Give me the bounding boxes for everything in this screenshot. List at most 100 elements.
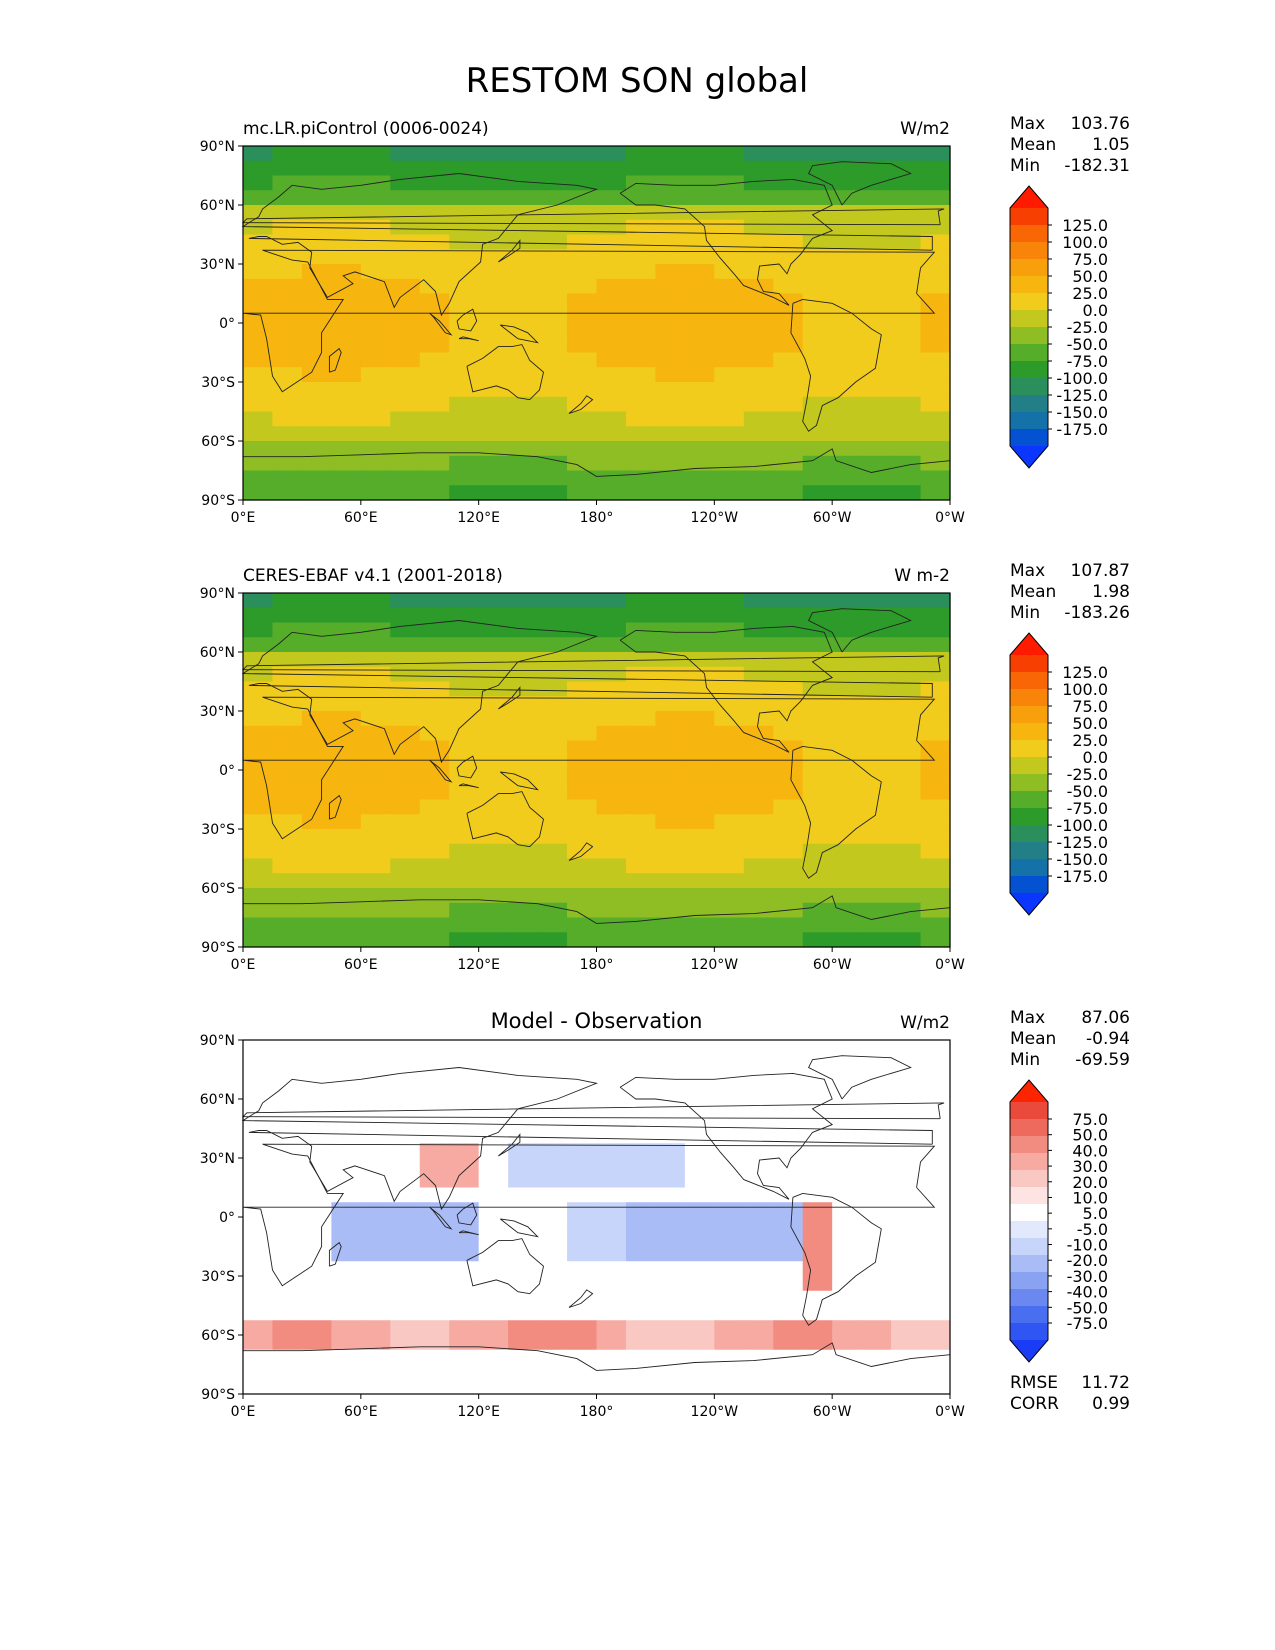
field-cell [684,681,715,697]
field-cell [390,681,421,697]
field-cell [920,1276,951,1292]
field-cell [390,829,421,845]
field-cell [773,888,804,904]
field-cell [360,1084,391,1100]
lat-tick-label: 60°N [200,645,235,661]
field-cell [596,1143,627,1159]
field-cell [596,1217,627,1233]
field-cell [832,1128,863,1144]
field-cell [684,725,715,742]
colorbar-tick-label: 100.0 [1062,680,1108,699]
field-cell [272,1143,303,1159]
field-cell [243,1040,274,1056]
colorbar-tick-label: -20.0 [1067,1251,1108,1270]
field-cell [331,652,362,668]
field-cell [743,1379,774,1395]
field-cell [596,932,627,948]
colorbar-tick-label: -75.0 [1067,799,1108,818]
field-cell [861,917,892,933]
field-cell [360,770,391,786]
field-cell [419,1040,450,1056]
field-cell [743,1320,774,1336]
field-cell [625,367,657,383]
field-cell [743,1128,774,1144]
field-cell [478,829,509,845]
field-cell [596,917,627,933]
field-cell [243,323,274,339]
field-cell [360,843,391,860]
field-cell [360,146,391,162]
field-cell [419,1202,450,1218]
field-cell [419,160,450,177]
field-cell [449,784,480,801]
field-cell [243,219,274,236]
field-cell [684,175,715,191]
field-cell [832,470,863,486]
field-cell [743,784,774,801]
coastline [498,686,521,710]
field-cell [360,1261,391,1277]
field-cell [773,1261,804,1277]
field-cell [891,205,922,221]
field-cell [419,146,450,162]
field-cell [920,1099,951,1115]
field-cell [301,1364,332,1380]
colorbar-bin [1010,327,1048,345]
field-cell [891,902,922,919]
field-cell [478,784,509,801]
field-cell [743,337,774,354]
field-cell [802,829,833,845]
field-cell [861,1231,892,1248]
field-cell [773,1231,804,1248]
coastline [241,208,945,226]
field-cell [596,755,627,771]
field-cell [684,873,715,889]
field-cell [567,1379,598,1395]
field-cell [891,382,922,398]
field-cell [419,1143,450,1159]
field-cell [567,593,598,609]
field-cell [743,593,774,609]
coastline [500,324,539,344]
field-cell [802,1246,833,1262]
field-cell [891,1379,922,1395]
field-cell [625,234,657,250]
field-cell [596,829,627,845]
field-cell [861,219,892,236]
field-cell [920,1320,951,1336]
colorbar-tick-label: 40.0 [1072,1141,1108,1160]
field-cell [508,160,539,177]
field-cell [773,1113,804,1130]
field-cell [625,396,657,413]
field-cell [331,441,362,457]
colorbar-tick-label: 0.0 [1083,748,1108,767]
field-cell [390,1113,421,1130]
field-cell [655,932,686,948]
map-field [243,1040,951,1395]
coastline [498,239,521,263]
field-cell [920,711,951,727]
field-cell [390,888,421,904]
field-cell [891,470,922,486]
field-cell [596,455,627,472]
field-cell [243,652,274,668]
field-cell [360,1054,391,1071]
coastline [242,1143,936,1287]
field-cell [419,455,450,472]
field-cell [243,917,274,933]
field-cell [272,1246,303,1262]
field-cell [655,799,686,815]
field-cell [567,323,598,339]
field-cell [773,190,804,206]
field-cell [272,829,303,845]
field-cell [655,622,686,638]
field-cell [567,175,598,191]
field-cell [567,1054,598,1071]
field-cell [714,1364,745,1380]
field-cell [331,470,362,486]
field-cell [684,382,715,398]
field-cell [802,352,833,368]
field-cell [625,1349,657,1366]
field-cell [478,1202,509,1218]
coastline [328,347,342,373]
